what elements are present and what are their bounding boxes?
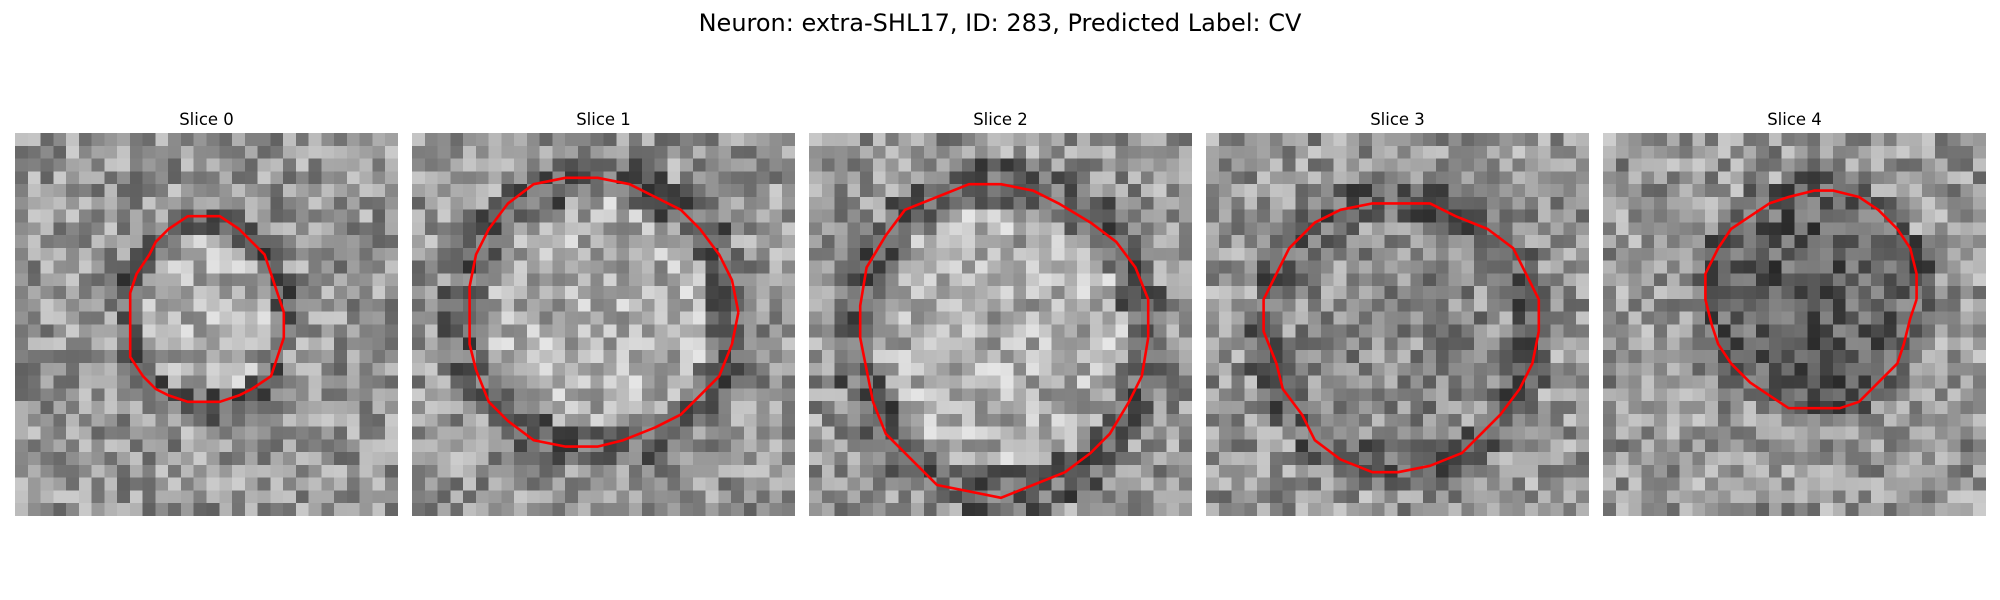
slice-image — [809, 133, 1192, 516]
segmentation-contour — [412, 133, 795, 516]
slice-panel-2: Slice 2 — [809, 108, 1192, 516]
segmentation-contour — [15, 133, 398, 516]
contour-line — [470, 178, 739, 447]
contour-line — [860, 184, 1148, 498]
slice-title: Slice 2 — [809, 108, 1192, 132]
slice-image — [1603, 133, 1986, 516]
slice-title: Slice 1 — [412, 108, 795, 132]
slice-image — [15, 133, 398, 516]
slice-image — [412, 133, 795, 516]
slice-title: Slice 4 — [1603, 108, 1986, 132]
figure-title: Neuron: extra-SHL17, ID: 283, Predicted … — [0, 6, 2000, 40]
contour-line — [1705, 191, 1916, 409]
contour-line — [130, 216, 284, 402]
slice-panel-4: Slice 4 — [1603, 108, 1986, 516]
contour-line — [1264, 203, 1539, 472]
slice-title: Slice 3 — [1206, 108, 1589, 132]
slice-panel-1: Slice 1 — [412, 108, 795, 516]
slice-image — [1206, 133, 1589, 516]
segmentation-contour — [1206, 133, 1589, 516]
segmentation-contour — [809, 133, 1192, 516]
slice-title: Slice 0 — [15, 108, 398, 132]
segmentation-contour — [1603, 133, 1986, 516]
slice-panel-0: Slice 0 — [15, 108, 398, 516]
slice-panel-3: Slice 3 — [1206, 108, 1589, 516]
